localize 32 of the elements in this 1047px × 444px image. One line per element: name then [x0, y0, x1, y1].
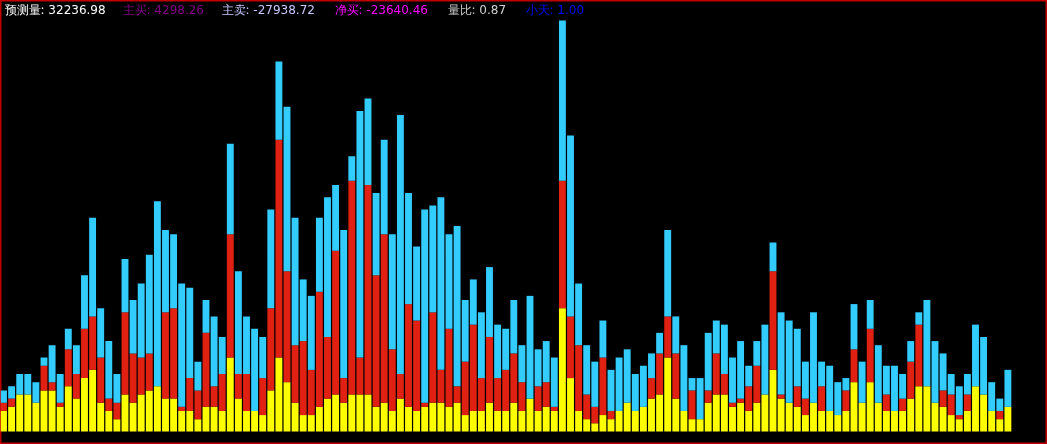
- bar: [777, 394, 785, 399]
- bar: [267, 209, 275, 309]
- text: 量比: 0.87: [447, 2, 507, 17]
- text: 预测量: 32236.98: [4, 2, 106, 17]
- bar: [226, 143, 234, 235]
- bar: [882, 394, 890, 411]
- text: 主卖: -27938.72: [221, 2, 315, 17]
- bar: [858, 361, 866, 403]
- bar: [48, 382, 56, 391]
- bar: [656, 332, 664, 354]
- bar: [866, 328, 874, 383]
- bar: [226, 234, 234, 358]
- bar: [729, 402, 736, 407]
- bar: [550, 406, 558, 411]
- bar: [818, 386, 826, 411]
- bar: [866, 299, 874, 329]
- bar: [56, 402, 64, 407]
- bar: [955, 415, 963, 420]
- bar: [688, 419, 696, 432]
- text: 净买: -23640.46: [334, 2, 428, 17]
- bar: [558, 180, 566, 309]
- bar: [607, 419, 615, 432]
- text: 小天: 1.00: [525, 2, 585, 17]
- bar: [963, 394, 971, 411]
- bar: [899, 398, 907, 411]
- text: 主买: 4298.26: [122, 2, 204, 17]
- bar: [842, 390, 850, 411]
- bar: [996, 410, 1004, 420]
- bar: [599, 320, 607, 358]
- bar: [275, 61, 283, 140]
- bar: [907, 341, 915, 362]
- bar: [664, 230, 672, 317]
